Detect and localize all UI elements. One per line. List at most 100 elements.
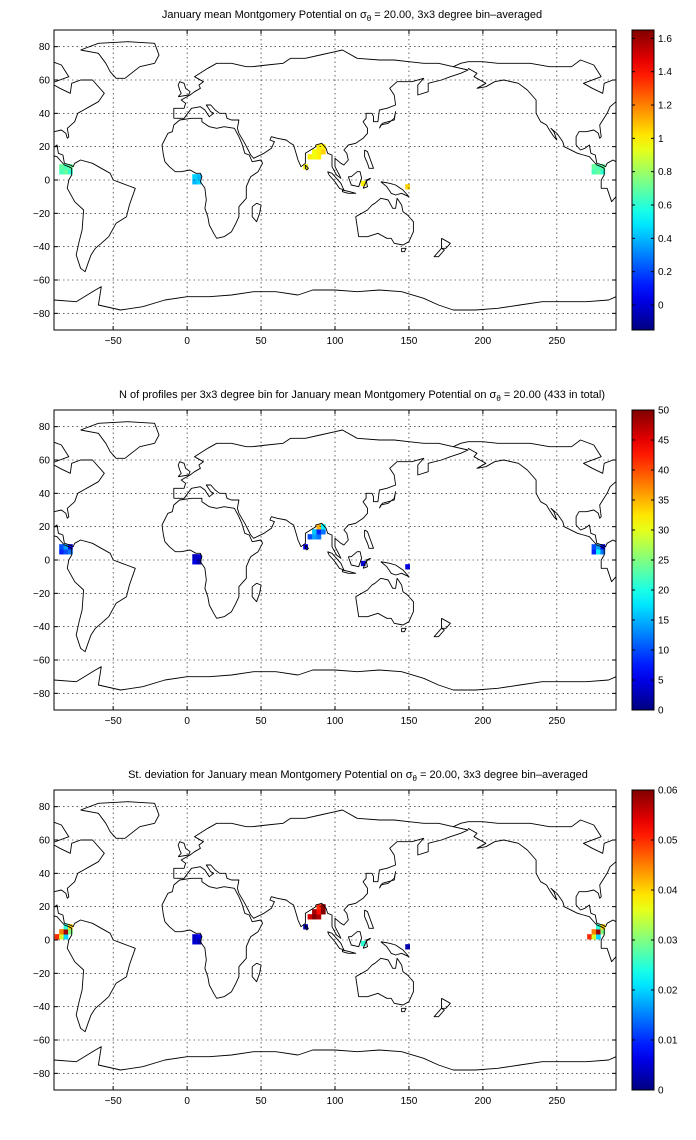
title-sigma: σ: [490, 389, 497, 401]
y-tick-label: 20: [39, 142, 51, 153]
title-subscript: θ: [413, 774, 418, 783]
bin-cell: [68, 549, 73, 555]
bin-cell: [600, 164, 606, 170]
coastline: [173, 49, 469, 179]
bin-cell: [320, 529, 326, 535]
coastline: [355, 197, 414, 246]
coastline: [327, 931, 345, 951]
bin-cell: [320, 149, 326, 155]
coastline: [304, 544, 309, 551]
x-tick-label: 0: [184, 716, 190, 727]
coastline: [380, 941, 410, 958]
y-tick-label: −40: [33, 242, 50, 253]
bin-cell: [600, 544, 606, 550]
bin-cell: [316, 524, 322, 530]
bin-cell: [596, 544, 601, 550]
coastline: [80, 41, 160, 79]
bin-cell: [591, 544, 597, 550]
y-tick-label: −60: [33, 1036, 50, 1047]
bin-cell: [196, 559, 202, 565]
colorbar-tick-label: 15: [658, 616, 670, 627]
chart-panel-stdev: St. deviation for January mean Montgomer…: [0, 760, 696, 1140]
bin-cell: [68, 169, 73, 175]
bin-cell: [196, 934, 202, 940]
coastline: [433, 247, 445, 258]
coastline: [327, 171, 345, 191]
coastline: [355, 957, 414, 1006]
coastline: [575, 101, 616, 168]
colorbar-tick-label: 35: [658, 496, 670, 507]
coastline: [380, 561, 410, 578]
data-cells: [54, 904, 606, 950]
bin-cell: [600, 929, 606, 935]
y-tick-label: 40: [39, 109, 51, 120]
bin-cell: [68, 544, 73, 550]
bin-cell: [196, 939, 202, 945]
bin-cell: [405, 564, 410, 570]
coastline: [173, 429, 469, 559]
title-subscript: θ: [367, 14, 372, 23]
x-tick-label: 50: [255, 1096, 267, 1107]
coastline: [251, 582, 262, 603]
bin-cell: [316, 529, 322, 535]
coastline: [251, 202, 262, 223]
coastline: [347, 931, 363, 948]
bin-cell: [63, 934, 69, 940]
title-sigma: σ: [360, 9, 367, 21]
chart-count-svg: N of profiles per 3x3 degree bin for Jan…: [33, 389, 670, 727]
bin-cell: [596, 929, 601, 935]
chart-stdev-svg: St. deviation for January mean Montgomer…: [33, 769, 678, 1107]
y-tick-label: −80: [33, 689, 50, 700]
colorbar-tick-label: 1.2: [658, 101, 672, 112]
coastline: [161, 117, 263, 239]
chart-title: January mean Montgomery Potential on σθ …: [162, 9, 542, 23]
coastline: [575, 481, 616, 548]
bin-cell: [59, 549, 64, 555]
y-tick-label: 20: [39, 522, 51, 533]
bin-cell: [316, 154, 322, 160]
x-tick-label: −50: [105, 1096, 122, 1107]
colorbar-tick-label: 0.4: [658, 234, 672, 245]
bin-cell: [68, 929, 73, 935]
colorbar-tick-label: 25: [658, 556, 670, 567]
x-tick-label: 150: [401, 1096, 418, 1107]
coastline: [304, 924, 309, 931]
chart-title: St. deviation for January mean Montgomer…: [128, 769, 588, 783]
bin-cell: [320, 524, 326, 530]
bin-cell: [596, 934, 601, 940]
x-tick-label: 200: [475, 1096, 492, 1107]
bin-cell: [360, 560, 366, 567]
x-tick-label: −50: [105, 716, 122, 727]
coastline: [304, 164, 309, 171]
y-tick-label: 20: [39, 902, 51, 913]
bin-cell: [196, 174, 202, 180]
colorbar-tick-label: 1.6: [658, 34, 672, 45]
title-subscript: θ: [496, 394, 501, 403]
data-cells: [59, 524, 606, 570]
bin-cell: [68, 924, 73, 930]
coastline: [364, 529, 374, 549]
bin-cell: [63, 164, 69, 170]
y-tick-label: −20: [33, 969, 50, 980]
bin-cell: [192, 554, 198, 560]
bin-cell: [63, 549, 69, 555]
coastline: [364, 909, 374, 929]
bin-cell: [316, 144, 322, 150]
colorbar-tick-label: 0: [658, 1086, 664, 1097]
coastline: [177, 841, 191, 858]
bin-cell: [591, 934, 597, 940]
colorbar-tick-label: 0.02: [658, 986, 678, 997]
coastline: [378, 871, 397, 889]
bin-cell: [360, 940, 366, 947]
bin-cell: [312, 529, 317, 535]
colorbar-frame: [631, 29, 655, 331]
bin-cell: [316, 909, 322, 915]
coastline: [441, 997, 451, 1009]
x-tick-label: 250: [548, 1096, 565, 1107]
bin-cell: [192, 939, 198, 945]
coastline: [251, 962, 262, 983]
coastline: [80, 801, 160, 839]
coastline: [364, 149, 374, 169]
colorbar-tick-label: 0.03: [658, 936, 678, 947]
x-tick-label: 250: [548, 716, 565, 727]
